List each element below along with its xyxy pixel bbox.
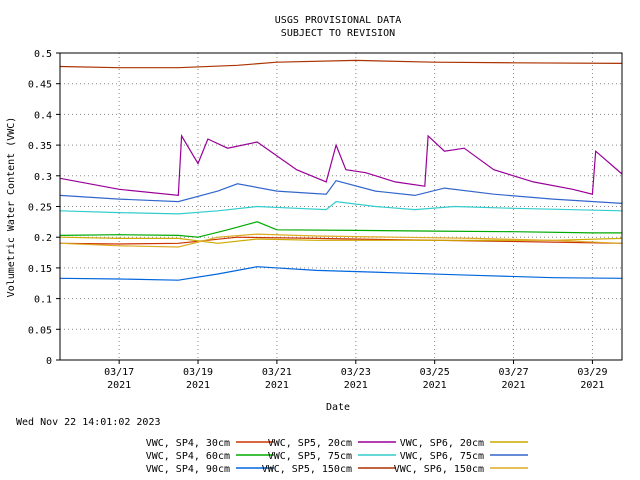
- x-tick-year: 2021: [344, 380, 368, 391]
- y-tick-label: 0.4: [34, 110, 52, 121]
- x-tick-label: 03/21: [262, 367, 292, 378]
- footer-timestamp: Wed Nov 22 14:01:02 2023: [16, 417, 161, 428]
- series-line: [59, 200, 623, 215]
- series-line: [59, 266, 623, 281]
- x-tick-label: 03/23: [341, 367, 371, 378]
- chart-title: USGS PROVISIONAL DATA: [275, 15, 401, 26]
- legend: VWC, SP4, 30cm VWC, SP5, 20cm VWC, SP6, 20…: [146, 438, 528, 475]
- y-tick-label: 0.35: [28, 141, 52, 152]
- legend-label: VWC, SP6, 20cm: [400, 438, 484, 449]
- x-axis-label: Date: [326, 402, 350, 413]
- x-tick-year: 2021: [501, 380, 525, 391]
- y-axis-ticks: 0 0.05 0.1 0.15 0.2 0.25 0.3 0.35 0.4 0.45 0.5: [28, 49, 60, 367]
- x-tick-year: 2021: [186, 380, 210, 391]
- series-line: [59, 59, 623, 69]
- y-tick-label: 0.45: [28, 80, 52, 91]
- legend-label: VWC, SP4, 30cm: [146, 438, 230, 449]
- x-tick-label: 03/25: [420, 367, 450, 378]
- legend-label: VWC, SP4, 60cm: [146, 451, 230, 462]
- legend-label: VWC, SP5, 75cm: [268, 451, 352, 462]
- x-tick-year: 2021: [580, 380, 604, 391]
- x-axis-ticks: 03/17 2021 03/19 2021 03/21 2021 03/23 2021 03/2…: [104, 360, 607, 391]
- x-tick-year: 2021: [265, 380, 289, 391]
- y-tick-label: 0.1: [34, 295, 52, 306]
- x-tick-label: 03/29: [577, 367, 607, 378]
- series-line: [59, 221, 622, 238]
- y-axis-label: Volumetric Water Content (VWC): [6, 117, 17, 298]
- legend-label: VWC, SP5, 20cm: [268, 438, 352, 449]
- x-tick-label: 03/19: [183, 367, 213, 378]
- y-tick-label: 0.2: [34, 233, 52, 244]
- y-tick-label: 0.5: [34, 49, 52, 60]
- legend-label: VWC, SP6, 150cm: [394, 464, 484, 475]
- series-line: [59, 233, 623, 248]
- grid: [60, 53, 622, 360]
- series-line: [59, 180, 623, 204]
- x-tick-label: 03/17: [104, 367, 134, 378]
- y-tick-label: 0.3: [34, 172, 52, 183]
- x-tick-year: 2021: [107, 380, 131, 391]
- y-tick-label: 0.25: [28, 203, 52, 214]
- y-tick-label: 0: [46, 356, 52, 367]
- series-line: [59, 236, 623, 244]
- legend-label: VWC, SP4, 90cm: [146, 464, 230, 475]
- plot-frame: [59, 52, 623, 361]
- x-tick-year: 2021: [423, 380, 447, 391]
- legend-label: VWC, SP5, 150cm: [262, 464, 352, 475]
- chart-subtitle: SUBJECT TO REVISION: [281, 28, 395, 39]
- series-line: [59, 133, 623, 197]
- x-tick-label: 03/27: [498, 367, 528, 378]
- series-line: [59, 236, 623, 245]
- legend-label: VWC, SP6, 75cm: [400, 451, 484, 462]
- y-tick-label: 0.15: [28, 264, 52, 275]
- series-lines: [59, 59, 623, 281]
- y-tick-label: 0.05: [28, 325, 52, 336]
